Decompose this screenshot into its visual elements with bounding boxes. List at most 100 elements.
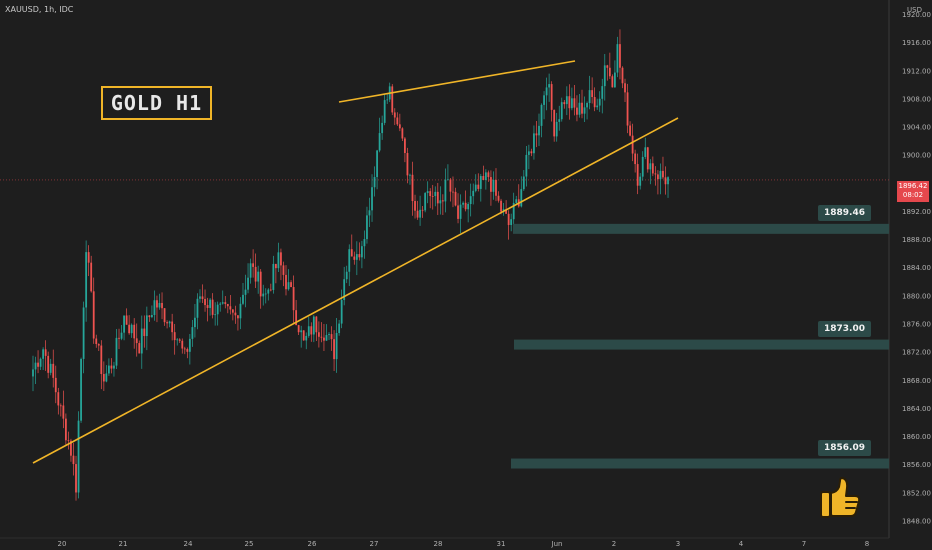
candle-body bbox=[426, 191, 429, 194]
candle-body bbox=[194, 317, 196, 328]
y-tick-label: 1892.00 bbox=[902, 208, 931, 216]
candle-body bbox=[224, 302, 227, 304]
current-price-value: 1896.42 bbox=[898, 182, 928, 190]
candle-body bbox=[297, 325, 300, 333]
candle-body bbox=[487, 172, 490, 178]
candle-body bbox=[108, 365, 110, 374]
candle-body bbox=[153, 300, 156, 316]
candle-body bbox=[345, 271, 348, 280]
y-tick-label: 1876.00 bbox=[902, 321, 931, 329]
candle-body bbox=[520, 189, 523, 207]
x-tick-label: 31 bbox=[497, 540, 506, 548]
candle-body bbox=[161, 302, 163, 309]
y-tick-label: 1884.00 bbox=[902, 264, 931, 272]
candle-body bbox=[75, 464, 77, 493]
y-tick-label: 1912.00 bbox=[902, 67, 931, 75]
candle-body bbox=[211, 299, 214, 315]
candle-body bbox=[168, 321, 171, 324]
y-tick-label: 1904.00 bbox=[902, 124, 931, 132]
y-tick-label: 1864.00 bbox=[902, 405, 931, 413]
candle-body bbox=[259, 271, 262, 297]
candle-body bbox=[274, 263, 277, 269]
candle-body bbox=[138, 343, 141, 354]
candle-body bbox=[300, 330, 303, 333]
y-tick-label: 1852.00 bbox=[902, 489, 931, 497]
candle-body bbox=[376, 150, 378, 178]
candle-body bbox=[626, 92, 629, 126]
candle-body bbox=[500, 200, 502, 212]
candle-body bbox=[472, 190, 475, 197]
candle-body bbox=[216, 304, 219, 315]
candle-body bbox=[85, 252, 88, 308]
candle-body bbox=[593, 97, 596, 108]
candle-body bbox=[285, 274, 287, 290]
candle-body bbox=[409, 174, 411, 176]
candle-body bbox=[87, 252, 90, 263]
candle-body bbox=[459, 204, 462, 219]
candle-body bbox=[611, 76, 614, 88]
candle-body bbox=[47, 355, 50, 373]
candle-body bbox=[479, 176, 482, 189]
candle-body bbox=[247, 277, 249, 290]
candle-body bbox=[158, 302, 161, 308]
candle-body bbox=[209, 299, 211, 308]
candle-body bbox=[323, 337, 325, 341]
candle-body bbox=[434, 191, 437, 197]
candle-body bbox=[555, 121, 558, 137]
candle-body bbox=[616, 44, 619, 73]
candle-body bbox=[492, 179, 495, 192]
candle-body bbox=[449, 179, 452, 192]
candle-body bbox=[651, 163, 654, 174]
y-tick-label: 1916.00 bbox=[902, 39, 931, 47]
candle-body bbox=[505, 209, 508, 214]
candle-body bbox=[196, 298, 199, 318]
candle-body bbox=[424, 193, 427, 211]
candle-body bbox=[350, 249, 353, 257]
candle-body bbox=[201, 296, 204, 299]
candle-body bbox=[39, 358, 42, 367]
candle-body bbox=[444, 179, 447, 202]
candle-body bbox=[353, 256, 356, 260]
candle-body bbox=[573, 98, 576, 108]
candle-body bbox=[214, 314, 217, 316]
candle-body bbox=[145, 315, 148, 337]
candle-body bbox=[588, 90, 591, 104]
candle-body bbox=[290, 282, 292, 288]
candle-body bbox=[37, 362, 39, 367]
candle-body bbox=[52, 363, 55, 378]
y-tick-label: 1868.00 bbox=[902, 377, 931, 385]
candle-body bbox=[636, 164, 639, 186]
candle-body bbox=[130, 324, 133, 334]
candle-body bbox=[522, 176, 525, 190]
candle-body bbox=[156, 300, 158, 308]
candle-body bbox=[151, 315, 153, 318]
candle-body bbox=[396, 117, 399, 125]
candle-body bbox=[664, 177, 667, 185]
candle-body bbox=[614, 72, 616, 88]
candle-body bbox=[42, 349, 45, 359]
symbol-label[interactable]: XAUUSD, 1h, IDC bbox=[5, 5, 74, 14]
candle-body bbox=[269, 289, 272, 291]
y-tick-label: 1856.00 bbox=[902, 461, 931, 469]
y-tick-label: 1908.00 bbox=[902, 95, 931, 103]
candle-body bbox=[315, 316, 318, 333]
candle-body bbox=[62, 405, 65, 419]
y-tick-label: 1900.00 bbox=[902, 152, 931, 160]
candle-body bbox=[646, 147, 649, 170]
candle-body bbox=[563, 102, 566, 105]
candle-body bbox=[497, 195, 500, 201]
support-level-label: 1873.00 bbox=[818, 320, 871, 337]
candle-body bbox=[368, 210, 371, 216]
candle-body bbox=[406, 152, 409, 176]
candle-body bbox=[92, 291, 95, 339]
candle-body bbox=[262, 293, 265, 297]
candle-body bbox=[649, 163, 652, 170]
candle-body bbox=[416, 210, 419, 218]
x-tick-label: 27 bbox=[370, 540, 379, 548]
candle-body bbox=[598, 98, 601, 106]
candle-body bbox=[421, 209, 424, 211]
x-tick-label: Jun bbox=[551, 540, 563, 548]
candle-body bbox=[143, 328, 146, 337]
candle-body bbox=[576, 107, 578, 115]
